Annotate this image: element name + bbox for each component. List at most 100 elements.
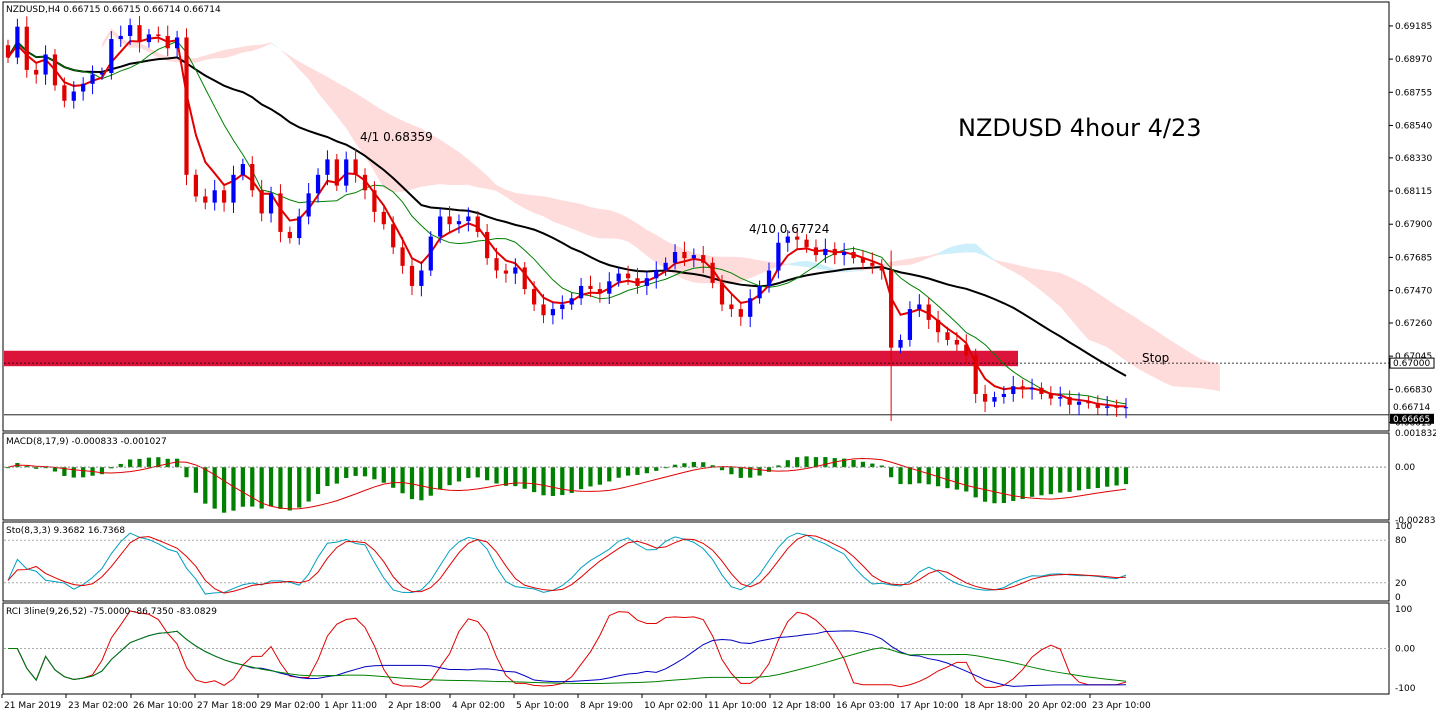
candle-body (24, 26, 29, 70)
candle-body (334, 159, 339, 186)
macd-bar (1114, 467, 1119, 486)
candle-body (240, 164, 245, 175)
macd-bar (738, 467, 743, 478)
macd-bar (710, 465, 715, 468)
main-y-tick-label: 0.66830 (1395, 385, 1432, 395)
x-tick-label: 11 Apr 10:00 (708, 701, 767, 711)
macd-bar (1105, 467, 1110, 487)
rci-short-line (8, 610, 1127, 688)
main-y-tick-label: 0.67045 (1395, 352, 1432, 362)
candle-body (146, 34, 152, 43)
macd-bar (879, 465, 884, 468)
candle-body (128, 25, 133, 36)
candle-body (776, 242, 781, 271)
macd-bar (851, 460, 856, 468)
candle-body (372, 190, 377, 212)
macd-bar (1123, 467, 1129, 485)
candle-body (710, 262, 715, 283)
candle-body (663, 262, 668, 271)
macd-bar (964, 467, 969, 492)
candle-body (860, 258, 866, 263)
candle-body (250, 164, 255, 191)
candle-body (654, 270, 659, 279)
candle-body (325, 159, 330, 175)
candle-body (851, 251, 856, 259)
candle-body (15, 26, 20, 58)
candle-body (569, 298, 574, 305)
macd-bar (250, 467, 255, 507)
kumo-cloud-3 (787, 260, 863, 273)
rci-pane (4, 610, 1389, 688)
symbol-header: NZDUSD,H4 0.66715 0.66715 0.66714 0.6671… (6, 5, 221, 15)
candle-body (804, 239, 809, 248)
macd-bar (334, 467, 339, 484)
macd-bar (785, 460, 790, 468)
macd-bar (193, 467, 199, 493)
candle-body (287, 231, 292, 239)
price-box (1390, 402, 1434, 413)
candle-body (62, 85, 67, 101)
level-box (1389, 357, 1435, 369)
macd-bar (926, 467, 931, 485)
candle-body (1095, 403, 1100, 408)
candle-body (503, 270, 509, 274)
candle-body (560, 304, 565, 310)
macd-bar (428, 467, 433, 496)
x-tick-label: 20 Apr 02:00 (1028, 701, 1087, 711)
macd-bar (1039, 467, 1044, 496)
macd-bar (513, 467, 518, 487)
macd-bar (541, 467, 546, 496)
macd-label: MACD(8,17,9) -0.000833 -0.001027 (6, 437, 167, 447)
candle-body (409, 265, 415, 286)
macd-bar (889, 467, 894, 478)
macd-bar (315, 467, 321, 494)
candle-body (588, 285, 593, 290)
sto-y-tick-label: 0 (1395, 593, 1401, 603)
macd-bar (118, 463, 123, 468)
macd-bar (898, 467, 903, 485)
candle-body (748, 298, 753, 317)
macd-bar (221, 467, 227, 513)
macd-bar (1001, 467, 1006, 504)
macd-bar (128, 459, 133, 468)
macd-bar (1011, 467, 1016, 501)
price-box-label: 0.66665 (1393, 415, 1430, 425)
macd-bar (804, 456, 809, 468)
candle-body (184, 37, 189, 175)
candle-body (522, 267, 527, 290)
macd-bar (71, 467, 76, 478)
candle-body (785, 236, 790, 243)
candle-body (738, 309, 743, 317)
candle-body (917, 304, 922, 310)
sto-y-tick-label: 80 (1395, 536, 1407, 546)
candle-body (795, 236, 800, 240)
candle-body (578, 285, 584, 299)
candle-body (1086, 401, 1091, 404)
candle-body (391, 224, 396, 248)
candle-body (306, 193, 311, 217)
candle-body (757, 285, 762, 299)
macd-signal-line (7, 457, 1127, 510)
macd-bar (569, 467, 574, 493)
candle-body (616, 273, 621, 282)
candle-body (513, 267, 518, 274)
macd-y-tick-label: 0.00 (1395, 463, 1415, 473)
macd-bar (203, 467, 208, 504)
stochastic-pane-frame (2, 521, 1390, 602)
candle-body (992, 397, 997, 402)
macd-pane-frame (2, 432, 1390, 521)
candle-body (1067, 397, 1072, 405)
candle-body (485, 231, 490, 259)
macd-bar (701, 462, 706, 468)
stochastic-label: Sto(8,3,3) 9.3682 16.7368 (6, 526, 125, 536)
macd-bar (672, 464, 678, 468)
ma-green-line (7, 40, 1127, 405)
macd-bar (644, 467, 649, 474)
main-pane-frame (2, 1, 1390, 432)
macd-y-tick-label: 0.001832 (1395, 429, 1436, 439)
macd-bar (400, 467, 405, 494)
macd-bar (381, 467, 386, 483)
candle-body (973, 355, 978, 394)
ma-black-line (7, 40, 1127, 377)
axes: 0.69185 0.68970 0.68755 0.68540 0.68330 0.681… (1, 22, 1436, 711)
